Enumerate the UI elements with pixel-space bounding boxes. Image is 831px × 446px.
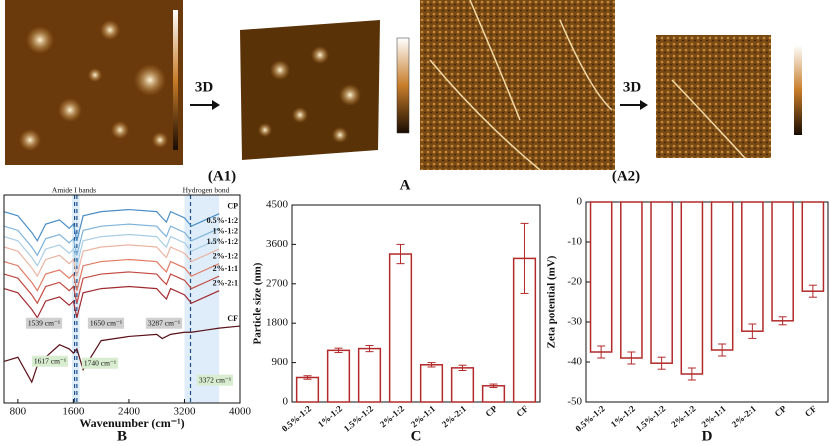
x-tick-label: 2%-2:1 bbox=[440, 403, 469, 429]
arrow-right: 3D bbox=[620, 79, 648, 110]
panel-label: D bbox=[702, 428, 713, 444]
annotation: 1740 cm⁻¹ bbox=[84, 359, 116, 368]
x-tick-label: CF bbox=[803, 403, 819, 419]
x-tick-label: 3200 bbox=[173, 406, 196, 418]
annotation: 1650 cm⁻¹ bbox=[90, 319, 122, 328]
x-axis-label: Wavenumber (cm⁻¹) bbox=[79, 416, 184, 430]
series-label: 0.5%-1:2 bbox=[207, 216, 238, 225]
x-tick-label: 2%-2:1 bbox=[730, 403, 759, 429]
afm-a2 bbox=[656, 35, 802, 159]
series-label: 2%-1:2 bbox=[213, 251, 238, 260]
spectrum bbox=[3, 285, 220, 319]
bar bbox=[481, 385, 506, 403]
bar bbox=[620, 201, 643, 359]
axis-frame bbox=[291, 204, 541, 403]
x-tick-label: CP bbox=[483, 403, 499, 419]
arrow-label: 3D bbox=[195, 79, 214, 95]
y-axis-label: Particle size (nm) bbox=[252, 262, 264, 344]
x-tick-label: CF bbox=[514, 403, 530, 419]
y-tick-label: -30 bbox=[567, 316, 582, 328]
spectrum bbox=[3, 233, 220, 267]
arrow-left: 3D bbox=[190, 79, 220, 110]
annotation-box bbox=[25, 317, 63, 329]
axis-frame bbox=[585, 201, 829, 403]
x-tick-label: 0.5%-1:2 bbox=[573, 403, 607, 434]
y-tick-label: 0 bbox=[283, 396, 289, 408]
spectrum bbox=[3, 208, 220, 242]
bar bbox=[741, 201, 764, 332]
y-tick-label: 900 bbox=[272, 356, 289, 368]
bar bbox=[710, 201, 734, 351]
y-tick-label: 3600 bbox=[266, 238, 289, 250]
panel-label: (A1) bbox=[208, 168, 236, 184]
bar bbox=[450, 367, 475, 403]
y-tick-label: -10 bbox=[567, 236, 582, 248]
y-axis-label: Zeta potential (mV) bbox=[546, 255, 558, 348]
annotation: 3372 cm⁻¹ bbox=[199, 376, 231, 385]
spectrum bbox=[3, 258, 220, 292]
afm-3d-left bbox=[240, 20, 410, 160]
x-tick-label: 800 bbox=[10, 406, 27, 418]
bar bbox=[801, 201, 825, 292]
y-tick-label: -40 bbox=[567, 356, 582, 368]
annotation: 1539 cm⁻¹ bbox=[28, 319, 60, 328]
x-tick-label: 1.5%-1:2 bbox=[634, 403, 668, 434]
spectrum bbox=[3, 223, 220, 257]
spectrum bbox=[3, 271, 220, 305]
bar bbox=[419, 364, 444, 403]
bar bbox=[589, 201, 613, 353]
annotation-box bbox=[81, 357, 119, 369]
panel-label: B bbox=[117, 428, 127, 444]
series-label: CP bbox=[227, 202, 238, 211]
x-tick-label: 1600 bbox=[62, 406, 85, 418]
annotation: 3287 cm⁻¹ bbox=[148, 319, 180, 328]
y-tick-label: 4500 bbox=[266, 199, 289, 211]
arrow-label: 3D bbox=[623, 79, 642, 95]
panel-label: A bbox=[400, 177, 411, 193]
bar bbox=[388, 253, 413, 403]
x-tick-label: 1.5%-1:2 bbox=[342, 403, 376, 434]
y-tick-label: 1800 bbox=[266, 317, 289, 329]
annotation: Hydrogen bond bbox=[183, 186, 230, 195]
y-tick-label: -20 bbox=[567, 276, 582, 288]
series-label: 1.5%-1:2 bbox=[207, 237, 238, 246]
afm-a bbox=[420, 0, 615, 171]
series-label: CF bbox=[227, 314, 238, 323]
x-tick-label: 2%-1:1 bbox=[409, 403, 438, 429]
annotation: 1617 cm⁻¹ bbox=[34, 357, 66, 366]
y-tick-label: -50 bbox=[567, 396, 582, 408]
y-tick-label: 2700 bbox=[266, 277, 289, 289]
bar bbox=[680, 201, 704, 375]
x-tick-label: 2%-1:2 bbox=[669, 403, 698, 429]
annotation-box bbox=[145, 317, 183, 329]
x-tick-label: 1%-1:2 bbox=[316, 403, 345, 429]
x-tick-label: 2%-1:2 bbox=[378, 403, 407, 429]
bar bbox=[650, 201, 673, 364]
annotation-box bbox=[31, 355, 69, 367]
x-tick-label: 0.5%-1:2 bbox=[280, 403, 314, 434]
panel-label: (A2) bbox=[612, 168, 640, 184]
spectrum bbox=[3, 244, 220, 278]
bar bbox=[326, 349, 351, 403]
annotation: Amide I bands bbox=[52, 186, 96, 195]
series-label: 2%-1:1 bbox=[213, 264, 238, 273]
bar bbox=[295, 376, 320, 403]
bar bbox=[771, 201, 794, 322]
afm-a1 bbox=[5, 0, 183, 165]
y-tick-label: 0 bbox=[577, 196, 583, 208]
x-tick-label: CP bbox=[773, 403, 789, 419]
series-label: 2%-2:1 bbox=[213, 279, 238, 288]
x-tick-label: 2400 bbox=[118, 406, 141, 418]
axis-frame bbox=[3, 194, 241, 404]
panel-label: C bbox=[411, 428, 422, 444]
annotation-box bbox=[196, 374, 234, 386]
annotation-box bbox=[87, 317, 125, 329]
bar bbox=[357, 347, 382, 403]
x-tick-label: 4000 bbox=[229, 406, 252, 418]
series-label: 1%-1:2 bbox=[213, 227, 238, 236]
x-tick-label: 2%-1:1 bbox=[699, 403, 728, 429]
